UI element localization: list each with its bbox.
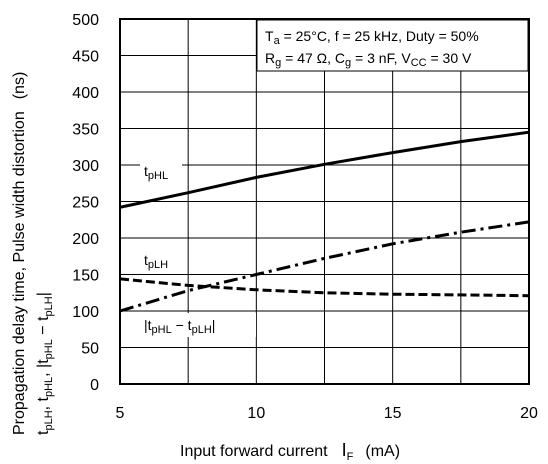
- y-tick-label: 300: [72, 158, 99, 175]
- y-tick-label: 250: [72, 195, 99, 212]
- y-tick-label: 150: [72, 268, 99, 285]
- conditions-box: [256, 19, 529, 72]
- y-tick-label: 400: [72, 85, 99, 102]
- y-tick-label: 200: [72, 231, 99, 248]
- x-axis-title: Input forward current IF (mA): [180, 440, 400, 463]
- x-tick-label: 5: [116, 405, 125, 422]
- plot-frame: [119, 18, 530, 385]
- y-axis-title-line-1: Propagation delay time, Pulse width dist…: [11, 72, 28, 435]
- svg-text:tpLH: tpLH: [144, 252, 168, 271]
- y-tick-label: 450: [72, 49, 99, 66]
- series-line-0: [119, 130, 530, 209]
- y-tick-label: 350: [72, 122, 99, 139]
- x-tick-label: 15: [384, 405, 402, 422]
- y-tick-label: 0: [90, 377, 99, 394]
- y-axis-title-line-2: tpLH, tpHL, |tpHL − tpLH|: [35, 292, 55, 435]
- x-tick-label: 10: [247, 405, 265, 422]
- y-tick-label: 100: [72, 304, 99, 321]
- y-tick-labels: 0 50 100 150 200 250 300 350 400 450 500: [72, 12, 99, 394]
- series-line-2: [119, 277, 530, 298]
- svg-text:tpHL: tpHL: [144, 163, 168, 182]
- series-lines: [119, 130, 530, 313]
- svg-text:|tpHL − tpLH|: |tpHL − tpLH|: [144, 317, 215, 336]
- conditions-line-2: Rg = 47 Ω, Cg = 3 nF, VCC = 30 V: [265, 50, 472, 69]
- series-label-tphl: tpHL: [140, 160, 182, 182]
- conditions-line-1: Ta = 25°C, f = 25 kHz, Duty = 50%: [265, 28, 479, 47]
- series-label-distortion: |tpHL − tpLH|: [140, 313, 256, 337]
- x-tick-labels: 5 10 15 20: [116, 405, 538, 422]
- x-tick-label: 20: [520, 405, 538, 422]
- y-tick-label: 500: [72, 12, 99, 29]
- y-tick-label: 50: [81, 341, 99, 358]
- series-label-tplh: tpLH: [140, 250, 182, 272]
